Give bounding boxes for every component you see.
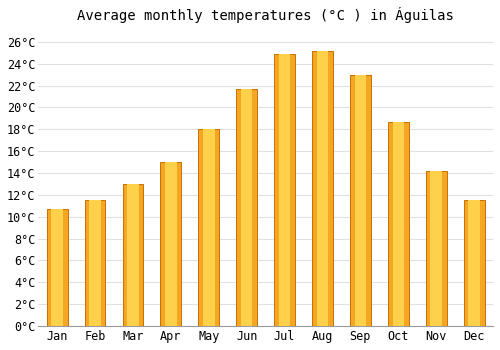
Bar [317, 51, 328, 326]
Bar [84, 200, 105, 326]
Bar [392, 122, 404, 326]
Bar [279, 54, 290, 326]
Bar [354, 75, 366, 326]
Bar [388, 122, 408, 326]
Bar [426, 171, 446, 326]
Bar [47, 209, 68, 326]
Title: Average monthly temperatures (°C ) in Águilas: Average monthly temperatures (°C ) in Ág… [77, 7, 454, 23]
Bar [274, 54, 295, 326]
Bar [430, 171, 442, 326]
Bar [464, 200, 484, 326]
Bar [468, 200, 480, 326]
Bar [122, 184, 144, 326]
Bar [90, 200, 101, 326]
Bar [160, 162, 182, 326]
Bar [312, 51, 333, 326]
Bar [52, 209, 63, 326]
Bar [165, 162, 176, 326]
Bar [127, 184, 138, 326]
Bar [350, 75, 371, 326]
Bar [241, 89, 252, 326]
Bar [203, 130, 214, 326]
Bar [198, 130, 219, 326]
Bar [236, 89, 257, 326]
